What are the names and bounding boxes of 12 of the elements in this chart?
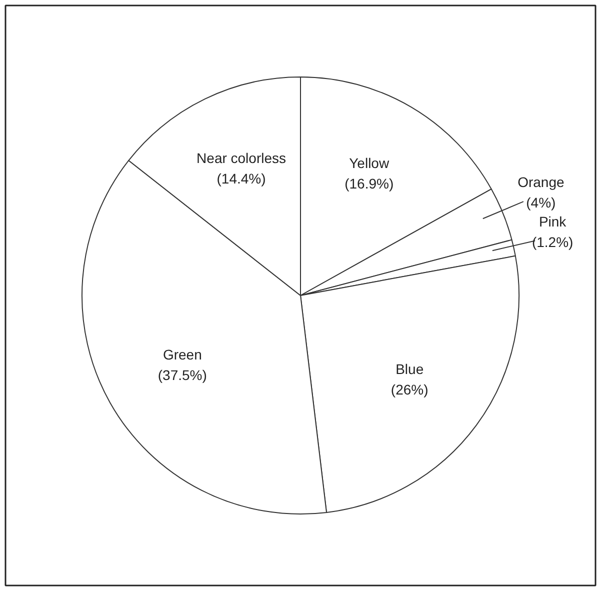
slice-label: Pink (538, 213, 568, 230)
data-label: (37.5%) (158, 367, 207, 384)
slice-label: Orange (518, 174, 564, 190)
data-label: (26%) (390, 382, 428, 398)
slice-label: Yellow (349, 155, 390, 172)
slice-label: Blue (396, 361, 424, 378)
data-label: (1.2%) (532, 234, 574, 250)
data-label: (4%) (526, 194, 556, 211)
slice-label: Near colorless (196, 150, 286, 166)
slice-label: Green (162, 346, 202, 363)
data-label: (14.4%) (216, 170, 266, 186)
data-label: (16.9%) (344, 176, 394, 192)
